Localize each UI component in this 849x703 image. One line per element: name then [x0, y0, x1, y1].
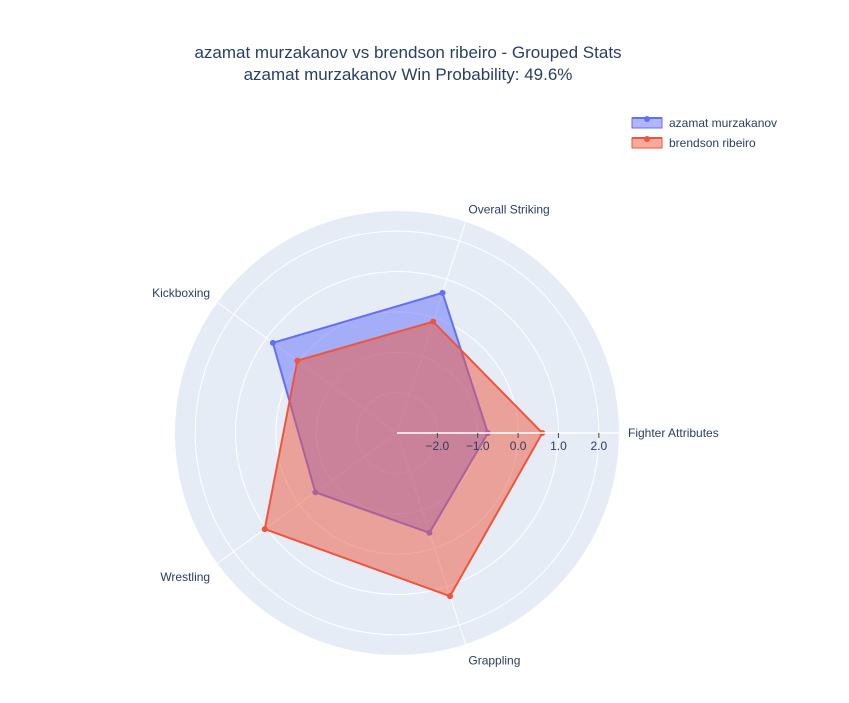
- legend: azamat murzakanov brendson ribeiro: [631, 116, 777, 150]
- chart-title: azamat murzakanov vs brendson ribeiro - …: [194, 43, 621, 84]
- series-1-point-4[interactable]: [447, 593, 454, 600]
- radial-tick-label-4: 2.0: [590, 439, 607, 453]
- legend-label-0: azamat murzakanov: [669, 116, 777, 130]
- axis-label-0: Fighter Attributes: [628, 426, 719, 440]
- legend-item-0[interactable]: azamat murzakanov: [631, 116, 777, 130]
- radial-tick-label-1: −1.0: [466, 439, 490, 453]
- series-1-point-3[interactable]: [261, 526, 268, 533]
- radial-tick-labels: −2.0 −1.0 0.0 1.0 2.0: [397, 432, 619, 453]
- series-1-point-1[interactable]: [430, 318, 437, 325]
- chart-subtitle-line: azamat murzakanov Win Probability: 49.6%: [244, 65, 573, 84]
- radial-tick-label-3: 1.0: [550, 439, 567, 453]
- series-1: [261, 318, 546, 600]
- legend-marker-1: [644, 136, 650, 142]
- series-1-point-2[interactable]: [294, 357, 301, 364]
- series-layer: [261, 289, 546, 600]
- legend-item-1[interactable]: brendson ribeiro: [631, 136, 756, 150]
- angular-axis-labels: Fighter Attributes Overall Striking Kickbo…: [152, 202, 719, 667]
- axis-label-4: Grappling: [468, 654, 520, 668]
- legend-marker-0: [644, 116, 650, 122]
- series-area-1: [263, 320, 544, 598]
- axis-label-3: Wrestling: [160, 570, 210, 584]
- radial-tick-label-2: 0.0: [510, 439, 527, 453]
- legend-label-1: brendson ribeiro: [669, 136, 756, 150]
- axis-label-1: Overall Striking: [468, 202, 549, 216]
- chart-title-line: azamat murzakanov vs brendson ribeiro - …: [194, 43, 621, 62]
- series-0-point-2[interactable]: [269, 339, 276, 346]
- axis-label-2: Kickboxing: [152, 286, 210, 300]
- series-0-point-1[interactable]: [439, 289, 446, 296]
- radial-tick-label-0: −2.0: [426, 439, 450, 453]
